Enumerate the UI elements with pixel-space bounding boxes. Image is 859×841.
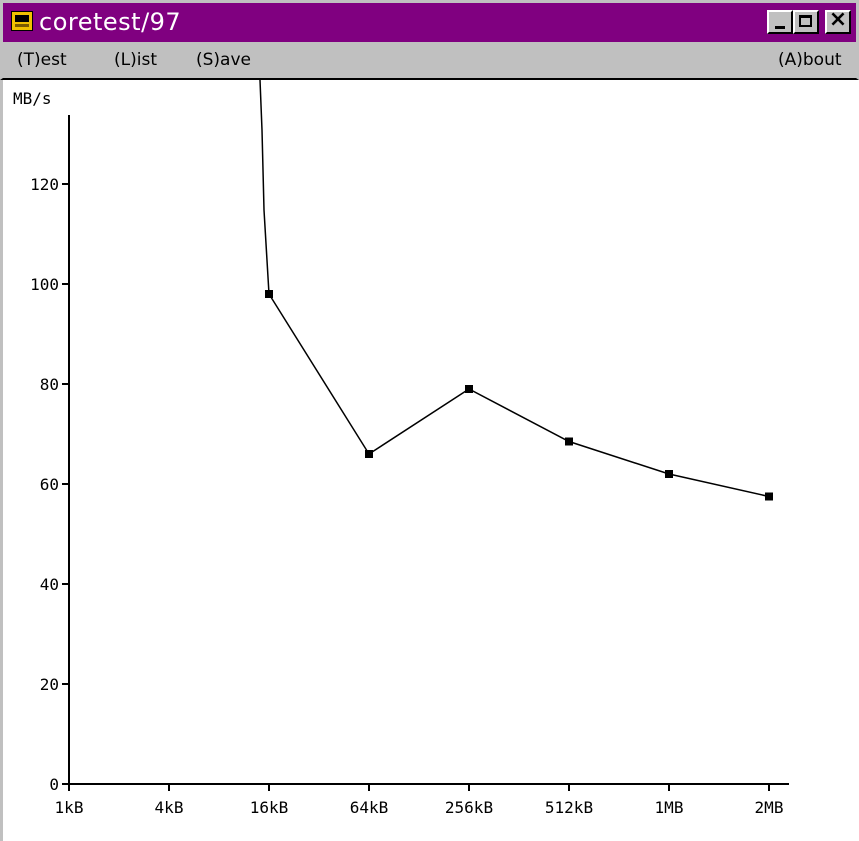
window-title: coretest/97 (39, 8, 182, 36)
data-point (765, 492, 773, 501)
menu-bar: (T)est (L)ist (S)ave (A)bout (0, 42, 859, 80)
menu-list[interactable]: (L)ist (114, 50, 157, 70)
x-tick-label: 1MB (655, 798, 684, 817)
menu-test[interactable]: (T)est (17, 50, 67, 70)
y-tick-label: 0 (49, 775, 59, 794)
throughput-chart: MB/s 0 20 40 60 80 100 120 1kB 4kB 16kB 64kB 256kB… (13, 80, 789, 817)
title-bar[interactable]: coretest/97 × (0, 0, 859, 42)
y-tick-label: 60 (40, 475, 59, 494)
chip-app-icon[interactable] (11, 11, 33, 31)
minimize-icon (775, 26, 785, 29)
minimize-button[interactable] (767, 10, 793, 34)
data-point (565, 437, 573, 446)
x-tick-label: 2MB (755, 798, 784, 817)
series-line (268, 293, 770, 498)
chart-area: MB/s 0 20 40 60 80 100 120 1kB 4kB 16kB 64kB 256kB… (0, 80, 859, 841)
close-button[interactable]: × (825, 7, 851, 34)
y-tick-label: 40 (40, 575, 59, 594)
x-tick-label: 256kB (445, 798, 493, 817)
menu-save[interactable]: (S)ave (196, 50, 251, 70)
x-tick-label: 512kB (545, 798, 593, 817)
data-point (265, 290, 273, 298)
y-tick-label: 100 (30, 275, 59, 294)
data-point (365, 450, 373, 458)
data-point (465, 385, 473, 393)
maximize-icon (799, 15, 812, 27)
y-axis-label: MB/s (13, 89, 52, 108)
x-tick-label: 16kB (250, 798, 289, 817)
x-tick-label: 4kB (155, 798, 184, 817)
y-tick-label: 80 (40, 375, 59, 394)
menu-about[interactable]: (A)bout (778, 50, 842, 70)
series-offscale-line (259, 80, 270, 295)
y-tick-label: 20 (40, 675, 59, 694)
x-tick-label: 64kB (350, 798, 389, 817)
close-icon: × (828, 7, 848, 32)
maximize-button[interactable] (793, 10, 819, 34)
x-tick-label: 1kB (55, 798, 84, 817)
y-tick-label: 120 (30, 175, 59, 194)
data-point (665, 470, 673, 478)
